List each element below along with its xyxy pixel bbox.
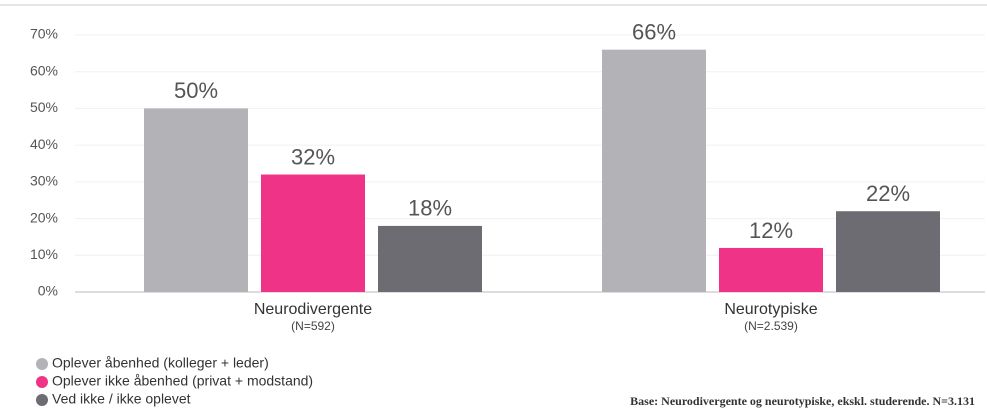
value-label: 66%	[632, 19, 676, 44]
x-tick-note: (N=2.539)	[744, 319, 798, 333]
x-tick-note: (N=592)	[291, 319, 335, 333]
value-label: 50%	[174, 78, 218, 103]
bar	[836, 211, 940, 292]
y-tick-label: 30%	[30, 173, 58, 189]
y-tick-label: 60%	[30, 62, 58, 78]
bar	[378, 225, 482, 292]
footnote: Base: Neurodivergente og neurotypiske, e…	[630, 394, 975, 408]
y-tick-label: 70%	[30, 26, 58, 42]
y-tick-label: 20%	[30, 209, 58, 225]
value-label: 32%	[291, 144, 335, 169]
y-tick-label: 40%	[30, 136, 58, 152]
bar	[602, 49, 706, 292]
legend-swatch	[36, 394, 48, 406]
bar	[719, 247, 823, 292]
y-tick-label: 0%	[38, 283, 58, 299]
value-label: 18%	[408, 196, 452, 221]
legend-label: Oplever åbenhed (kolleger + leder)	[52, 355, 269, 371]
legend-label: Oplever ikke åbenhed (privat + modstand)	[52, 373, 313, 389]
legend-swatch	[36, 358, 48, 370]
y-tick-label: 50%	[30, 99, 58, 115]
legend-swatch	[36, 376, 48, 388]
x-tick-label: Neurodivergente	[254, 301, 372, 318]
bar	[261, 174, 365, 292]
y-tick-label: 10%	[30, 246, 58, 262]
legend-label: Ved ikke / ikke oplevet	[52, 391, 191, 407]
value-label: 22%	[866, 181, 910, 206]
x-tick-label: Neurotypiske	[724, 301, 817, 318]
value-label: 12%	[749, 218, 793, 243]
bar	[144, 108, 248, 292]
